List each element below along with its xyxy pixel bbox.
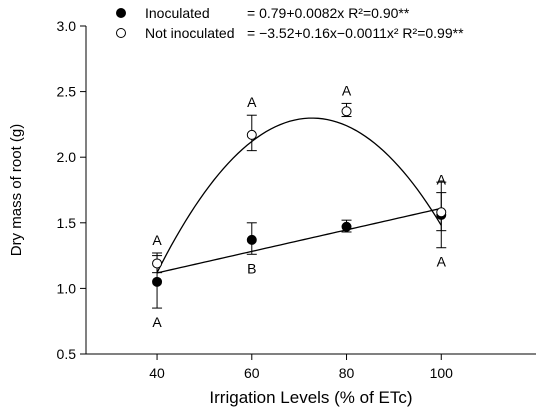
x-ticks-group: 40 60 80 100 — [149, 354, 453, 381]
significance-letter-not-inoculated: A — [437, 172, 447, 188]
legend-equation-inoculated: = 0.79+0.0082x R²=0.90** — [247, 5, 410, 21]
data-point-not-inoculated — [152, 258, 163, 269]
x-tick-label: 60 — [244, 365, 260, 381]
data-point-inoculated — [152, 276, 163, 287]
significance-letter-inoculated: B — [247, 260, 256, 276]
legend-label-not-inoculated: Not inoculated — [145, 25, 235, 41]
y-tick-label: 3.0 — [57, 18, 77, 34]
axes-group — [85, 26, 536, 355]
legend-label-inoculated: Inoculated — [145, 5, 210, 21]
legend-equation-not-inoculated: = −3.52+0.16x−0.0011x² R²=0.99** — [247, 25, 464, 41]
data-point-not-inoculated — [436, 207, 447, 218]
x-tick-label: 80 — [339, 365, 355, 381]
legend: Inoculated = 0.79+0.0082x R²=0.90** Not … — [116, 5, 464, 41]
legend-item-inoculated: Inoculated = 0.79+0.0082x R²=0.90** — [116, 5, 410, 21]
y-tick-label: 2.5 — [57, 84, 77, 100]
significance-letter-not-inoculated: A — [342, 82, 352, 98]
significance-letter-not-inoculated: A — [152, 232, 162, 248]
fit-line-not-inoculated — [156, 117, 442, 273]
y-axis-title: Dry mass of root (g) — [8, 124, 25, 257]
significance-letter-inoculated: A — [152, 314, 162, 330]
legend-marker-not-inoculated — [116, 28, 126, 38]
y-tick-label: 2.0 — [57, 149, 77, 165]
points-group — [152, 106, 447, 287]
significance-letter-not-inoculated: A — [247, 94, 257, 110]
x-tick-label: 40 — [149, 365, 165, 381]
y-tick-label: 0.5 — [57, 346, 77, 362]
significance-letters-group: A B A A A A A — [152, 82, 446, 330]
y-ticks-group: 0.5 1.0 1.5 2.0 2.5 3.0 — [57, 18, 86, 362]
y-tick-label: 1.5 — [57, 215, 77, 231]
data-point-not-inoculated — [246, 129, 257, 140]
data-point-inoculated — [341, 221, 352, 232]
legend-marker-inoculated — [116, 8, 126, 18]
fit-lines-group — [156, 117, 442, 274]
x-tick-label: 100 — [430, 365, 454, 381]
error-bars-group — [152, 102, 447, 309]
y-tick-label: 1.0 — [57, 280, 77, 296]
significance-letter-inoculated: A — [437, 254, 447, 270]
data-point-inoculated — [246, 234, 257, 245]
data-point-not-inoculated — [341, 106, 352, 117]
x-axis-title: Irrigation Levels (% of ETc) — [209, 388, 412, 407]
fit-line-inoculated — [156, 207, 442, 274]
legend-item-not-inoculated: Not inoculated = −3.52+0.16x−0.0011x² R²… — [116, 25, 464, 41]
